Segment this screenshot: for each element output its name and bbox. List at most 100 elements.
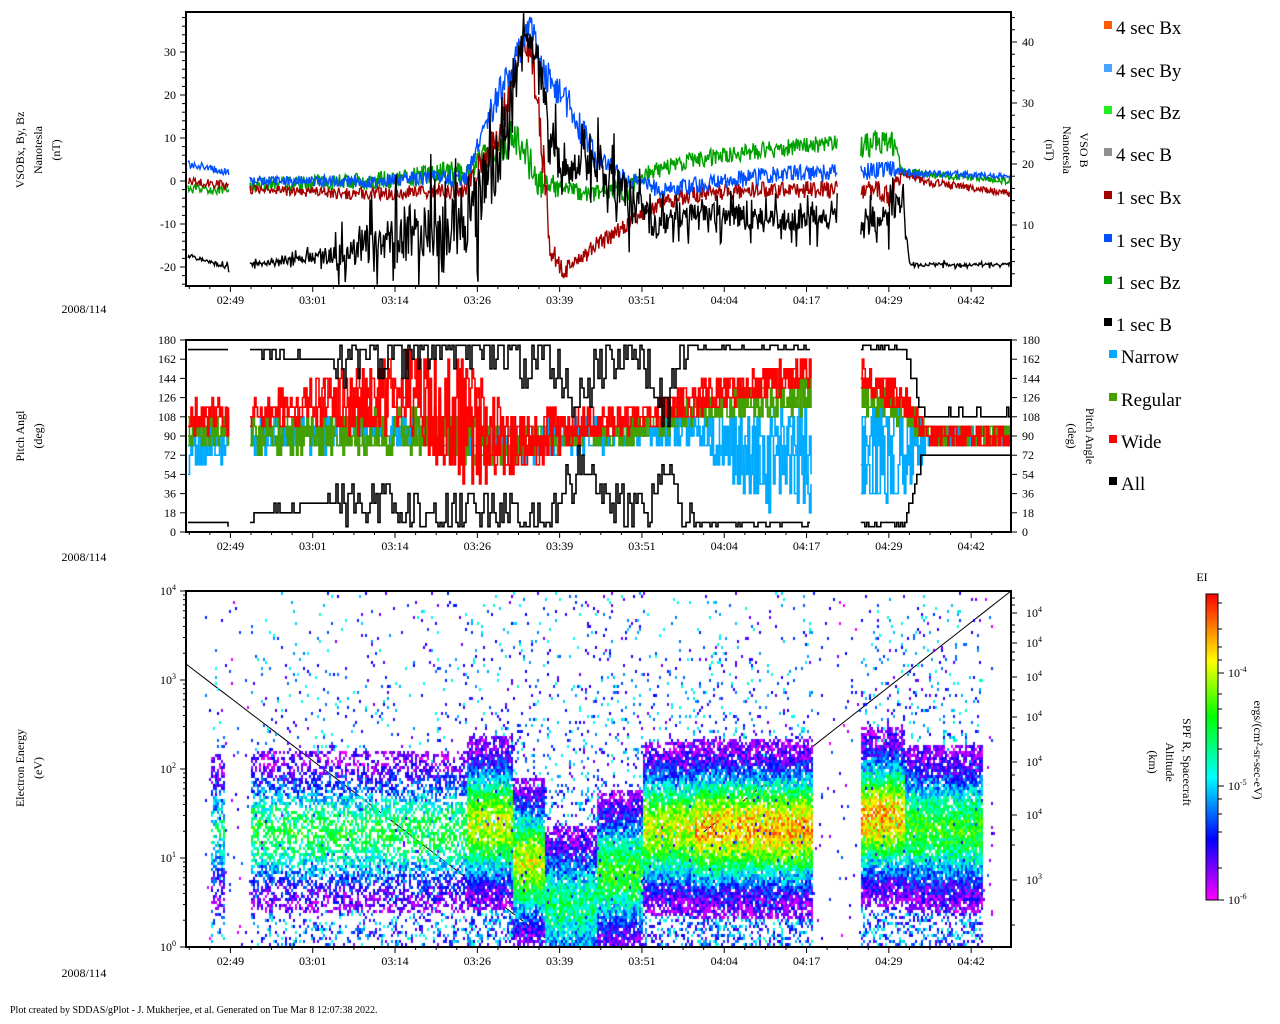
x-tick-label: 04:29 bbox=[875, 954, 902, 968]
y-right-tick-label: 104 bbox=[1026, 605, 1042, 620]
y-right-tick-label: 104 bbox=[1026, 669, 1042, 684]
y-tick-label: 18 bbox=[164, 506, 176, 520]
legend-label: 4 sec B bbox=[1116, 145, 1172, 166]
y-right-tick-label: 103 bbox=[1026, 872, 1042, 887]
y-tick-label: -10 bbox=[160, 217, 176, 231]
y-tick-label: 100 bbox=[160, 939, 176, 954]
y-right-tick-label: 72 bbox=[1022, 448, 1034, 462]
legend-label: 4 sec By bbox=[1116, 61, 1182, 82]
x-tick-label: 03:01 bbox=[299, 293, 326, 307]
x-tick-label: 02:49 bbox=[217, 954, 244, 968]
pitch-trace-all bbox=[188, 521, 229, 527]
y-tick-label: 54 bbox=[164, 467, 176, 481]
trace-1-sec-b bbox=[249, 12, 838, 286]
mag-ylabel-right-1: VSO B bbox=[1077, 132, 1091, 167]
y-right-tick-label: 104 bbox=[1026, 635, 1042, 650]
x-tick-label: 03:51 bbox=[628, 539, 655, 553]
y-right-tick-label: 104 bbox=[1026, 807, 1042, 822]
y-right-tick-label: 18 bbox=[1022, 506, 1034, 520]
legend-swatch bbox=[1109, 350, 1117, 358]
x-tick-label: 03:39 bbox=[546, 954, 573, 968]
trace-1-sec-b bbox=[187, 253, 230, 273]
colorbar-tick-label: 10-4 bbox=[1228, 665, 1247, 680]
x-tick-label: 03:51 bbox=[628, 293, 655, 307]
trace-1-sec-bx bbox=[249, 26, 838, 279]
x-tick-label: 02:49 bbox=[217, 539, 244, 553]
y-right-tick-label: 20 bbox=[1022, 157, 1034, 171]
y-right-tick-label: 36 bbox=[1022, 487, 1034, 501]
x-tick-label: 03:14 bbox=[381, 954, 408, 968]
altitude-ylabel-3: (km) bbox=[1146, 750, 1160, 773]
magnetic-field-axes: 30 20 10 0 -10 -20 40 30 20 10 02:49 03:01 03:14 03:2… bbox=[160, 17, 1034, 307]
pitch-angle-traces bbox=[188, 344, 1012, 528]
y-right-tick-label: 40 bbox=[1022, 35, 1034, 49]
footer-credit: Plot created by SDDAS/gPlot - J. Mukherj… bbox=[10, 1005, 378, 1016]
spectrogram-axes: 104 103 102 101 100 104 104 104 104 104 104 103 02:4… bbox=[160, 583, 1042, 968]
pitch-trace-all bbox=[250, 344, 810, 428]
mag-ylabel-1: VSOBx, By, Bz bbox=[13, 112, 27, 189]
legend-label: 1 sec B bbox=[1116, 315, 1172, 336]
x-tick-label: 03:51 bbox=[628, 954, 655, 968]
energy-ylabel-1: Electron Energy bbox=[13, 729, 27, 807]
legend-label: 1 sec By bbox=[1116, 231, 1182, 252]
legend-label: 1 sec Bx bbox=[1116, 188, 1182, 209]
legend-label: 4 sec Bz bbox=[1116, 103, 1180, 124]
magnetic-field-traces bbox=[187, 12, 1012, 286]
x-tick-label: 03:01 bbox=[299, 954, 326, 968]
mag-ylabel-right-3: (nT) bbox=[1043, 139, 1057, 160]
y-tick-label: 0 bbox=[170, 525, 176, 539]
trace-1-sec-bz bbox=[187, 183, 230, 197]
legend-swatch bbox=[1109, 435, 1117, 443]
trace-1-sec-bx bbox=[187, 175, 229, 192]
y-right-tick-label: 126 bbox=[1022, 391, 1040, 405]
legend-label: Narrow bbox=[1121, 347, 1179, 368]
legend-swatch bbox=[1104, 276, 1112, 284]
mag-ylabel-2: Nanotesla bbox=[31, 125, 45, 174]
legend-label: 4 sec Bx bbox=[1116, 18, 1182, 39]
x-tick-label: 03:39 bbox=[546, 293, 573, 307]
legend-swatch bbox=[1104, 318, 1112, 326]
y-right-tick-label: 162 bbox=[1022, 352, 1040, 366]
pa-ylabel-1: Pitch Angl bbox=[13, 410, 27, 462]
y-right-tick-label: 104 bbox=[1026, 754, 1042, 769]
y-tick-label: 104 bbox=[160, 583, 176, 598]
legend-label: 1 sec Bz bbox=[1116, 273, 1180, 294]
trace-1-sec-b bbox=[860, 177, 1011, 271]
y-tick-label: -20 bbox=[160, 260, 176, 274]
y-right-tick-label: 144 bbox=[1022, 371, 1040, 385]
legend-swatch bbox=[1104, 191, 1112, 199]
pitch-angle-panel: 0 0 18 18 36 36 54 54 72 72 90 90 108 108 126 126 144 144… bbox=[13, 333, 1097, 564]
y-tick-label: 126 bbox=[158, 391, 176, 405]
y-tick-label: 90 bbox=[164, 429, 176, 443]
trace-1-sec-bx bbox=[860, 168, 1011, 207]
y-tick-label: 162 bbox=[158, 352, 176, 366]
pitch-trace-all bbox=[860, 454, 1011, 528]
y-tick-label: 20 bbox=[164, 88, 176, 102]
x-tick-label: 04:17 bbox=[793, 539, 820, 553]
x-tick-label: 04:42 bbox=[957, 293, 984, 307]
mag-ylabel-right-2: Nanotesla bbox=[1060, 126, 1074, 175]
legend-label: Regular bbox=[1121, 390, 1182, 411]
y-tick-label: 30 bbox=[164, 45, 176, 59]
magnetic-field-panel: 30 20 10 0 -10 -20 40 30 20 10 02:49 03:01 03:14 03:2… bbox=[13, 11, 1091, 316]
pa-ylabel-2: (deg) bbox=[31, 423, 45, 448]
colorbar-label: ergs/(cm²-sr-sec-eV) bbox=[1251, 700, 1265, 799]
y-right-tick-label: 108 bbox=[1022, 410, 1040, 424]
date-label: 2008/114 bbox=[62, 302, 107, 316]
colorbar-tick-label: 10-5 bbox=[1228, 778, 1247, 793]
y-tick-label: 180 bbox=[158, 333, 176, 347]
x-tick-label: 03:14 bbox=[381, 539, 408, 553]
x-tick-label: 04:04 bbox=[711, 954, 738, 968]
colorbar-tick-label: 10-6 bbox=[1228, 892, 1247, 907]
x-tick-label: 04:04 bbox=[711, 539, 738, 553]
pitch-trace-narrow bbox=[250, 406, 812, 514]
trace-1-sec-by bbox=[860, 160, 1012, 181]
y-right-tick-label: 90 bbox=[1022, 429, 1034, 443]
y-tick-label: 101 bbox=[160, 850, 176, 865]
altitude-ylabel-1: SPF R, Spacecraft bbox=[1180, 718, 1194, 806]
x-tick-label: 03:01 bbox=[299, 539, 326, 553]
legend-swatch bbox=[1104, 106, 1112, 114]
date-label: 2008/114 bbox=[62, 550, 107, 564]
mag-ylabel-3: (nT) bbox=[49, 139, 63, 160]
